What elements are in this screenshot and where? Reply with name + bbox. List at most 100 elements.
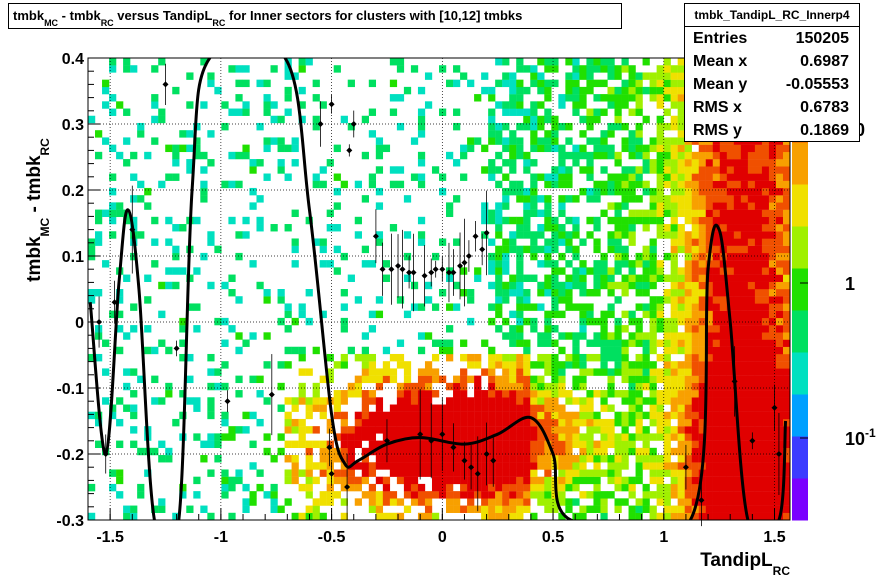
heatmap-cell [684,418,692,427]
heatmap-cell [481,202,489,210]
heatmap-cell [747,361,756,369]
heatmap-cell [740,397,749,405]
heatmap-cell [368,361,377,369]
heatmap-cell [228,483,236,492]
heatmap-cell [782,310,791,319]
profile-point [326,444,333,451]
heatmap-cell [712,267,720,275]
heatmap-cell [747,462,756,470]
heatmap-cell [544,505,552,513]
heatmap-cell [775,397,784,405]
heatmap-cell [516,303,524,311]
heatmap-cell [516,245,524,254]
heatmap-cell [754,411,763,420]
heatmap-cell [396,94,405,102]
heatmap-cell [614,390,622,398]
heatmap-cell [663,72,671,80]
heatmap-cell [698,231,706,239]
heatmap-cell [382,476,391,485]
heatmap-cell [670,79,678,88]
heatmap-cell [368,368,377,376]
heatmap-cell [116,491,124,499]
heatmap-cell [572,483,580,492]
heatmap-cell [670,426,678,434]
heatmap-cell [761,267,770,275]
heatmap-cell [761,353,770,362]
heatmap-cell [761,151,770,160]
heatmap-cell [516,433,524,441]
heatmap-cell [593,353,601,362]
heatmap-cell [719,353,728,362]
heatmap-cell [691,209,699,218]
heatmap-cell [403,231,412,239]
heatmap-cell [417,469,426,477]
heatmap-cell [747,455,756,463]
heatmap-cell [361,195,369,203]
heatmap-cell [775,274,784,282]
heatmap-cell [389,433,398,441]
heatmap-cell [123,274,131,282]
heatmap-cell [761,491,770,499]
heatmap-cell [270,483,278,492]
heatmap-cell [417,397,426,405]
heatmap-cell [768,483,777,492]
heatmap-cell [481,505,489,513]
heatmap-cell [509,94,517,102]
heatmap-cell [663,332,671,340]
heatmap-cell [403,368,412,376]
heatmap-cell [663,202,671,210]
heatmap-cell [698,159,706,167]
heatmap-cell [551,505,559,513]
heatmap-cell [677,144,685,153]
heatmap-cell [460,72,468,80]
heatmap-cell [684,281,692,290]
heatmap-cell [403,440,412,449]
heatmap-cell [663,195,671,203]
heatmap-cell [509,339,517,347]
heatmap-cell [537,289,545,297]
heatmap-cell [768,144,777,153]
heatmap-cell [109,483,117,492]
heatmap-cell [396,418,405,427]
heatmap-cell [530,512,538,521]
heatmap-cell [684,440,692,449]
heatmap-cell [453,375,461,384]
heatmap-cell [298,115,306,124]
heatmap-cell [740,375,749,384]
heatmap-cell [207,231,215,239]
heatmap-cell [712,216,720,225]
heatmap-cell [775,159,784,167]
heatmap-cell [663,137,671,145]
heatmap-cell [607,281,615,290]
heatmap-cell [747,339,756,347]
heatmap-cell [396,440,405,449]
heatmap-cell [782,151,791,160]
heatmap-cell [754,209,763,218]
heatmap-cell [572,86,580,95]
heatmap-cell [312,79,320,88]
title-sub-1: MC [44,18,58,28]
heatmap-cell [761,144,770,153]
heatmap-cell [754,447,763,456]
heatmap-cell [193,325,201,333]
heatmap-cell [277,144,285,153]
heatmap-cell [586,411,594,420]
heatmap-cell [488,382,496,391]
heatmap-cell [410,491,419,499]
heatmap-cell [523,303,531,311]
heatmap-cell [754,353,763,362]
stats-label: RMS x [693,99,742,116]
heatmap-cell [516,375,524,384]
heatmap-cell [600,426,608,434]
heatmap-cell [467,79,475,88]
heatmap-cell [354,462,362,470]
heatmap-cell [410,483,419,492]
heatmap-cell [474,418,482,427]
heatmap-cell [284,397,292,405]
heatmap-cell [551,238,559,246]
heatmap-cell [467,317,475,326]
heatmap-cell [600,267,608,275]
heatmap-cell [305,289,313,297]
heatmap-cell [607,151,615,160]
heatmap-cell [642,216,650,225]
